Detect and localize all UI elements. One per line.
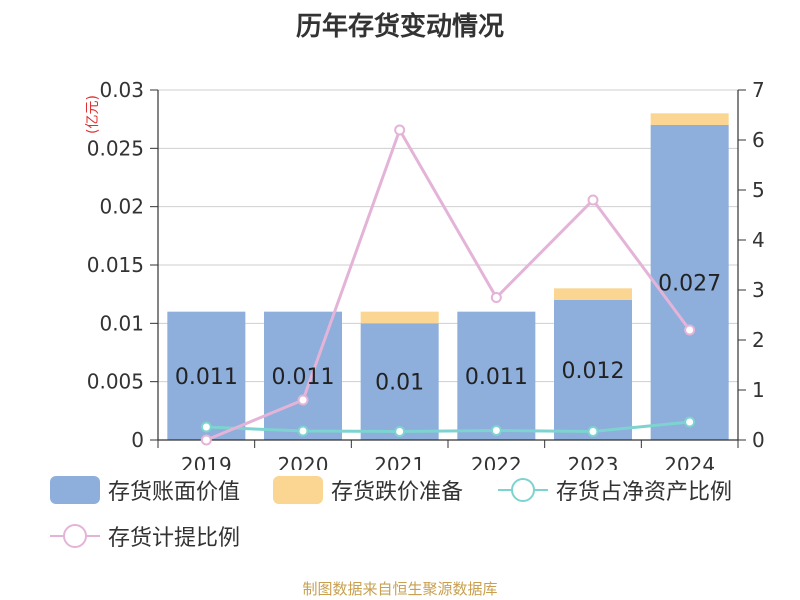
bar-impairment: [650, 113, 729, 125]
right-axis-tick-label: 6: [752, 128, 765, 152]
legend-swatch-impairment: [273, 476, 323, 504]
legend-label-provision-ratio: 存货计提比例: [108, 526, 241, 551]
left-axis-tick-label: 0.01: [99, 311, 144, 335]
point-net-asset-ratio: [684, 416, 696, 428]
left-axis-tick-label: 0.005: [87, 370, 144, 394]
point-provision-ratio: [394, 124, 406, 136]
legend-label-book-value: 存货账面价值: [108, 480, 241, 505]
legend-item-provision-ratio[interactable]: 存货计提比例: [50, 514, 240, 558]
inventory-chart: 0 0.005 0.01 0.015 0.02 0.025 0.03 0 1 2 3 4 5 6 7 2019…: [87, 78, 765, 470]
x-axis-tick-label: 2021: [374, 453, 425, 470]
bar-book-value: [554, 300, 632, 440]
data-label-book-value: 0.01: [375, 371, 424, 396]
x-axis-tick-label: 2019: [181, 453, 232, 470]
legend-label-net-asset-ratio: 存货占净资产比例: [556, 480, 733, 505]
right-axis-tick-label: 5: [752, 178, 765, 202]
source-note: 制图数据来自恒生聚源数据库: [302, 580, 498, 598]
data-label-book-value: 0.011: [175, 365, 238, 390]
x-axis-tick-label: 2023: [568, 453, 619, 470]
legend-item-book-value[interactable]: 存货账面价值: [50, 468, 240, 512]
point-net-asset-ratio: [297, 425, 309, 437]
left-axis-tick-label: 0: [131, 428, 144, 452]
right-axis-tick-label: 0: [752, 428, 765, 452]
bar-impairment: [360, 311, 439, 324]
legend-label-impairment: 存货跌价准备: [331, 480, 464, 505]
chart-title: 历年存货变动情况: [295, 12, 504, 42]
data-label-book-value: 0.027: [658, 272, 721, 297]
right-axis-tick-label: 7: [752, 78, 765, 102]
series-line-provision-ratio: [205, 126, 691, 442]
point-provision-ratio: [200, 434, 212, 446]
point-net-asset-ratio: [587, 426, 599, 437]
right-axis-tick-label: 2: [752, 328, 765, 352]
data-label-book-value: 0.011: [272, 365, 335, 390]
data-label-book-value: 0.011: [465, 365, 528, 390]
point-net-asset-ratio: [490, 425, 502, 436]
x-axis-tick-label: 2024: [664, 453, 715, 470]
right-axis-tick-label: 4: [752, 228, 765, 252]
right-axis-tick-label: 1: [752, 378, 765, 402]
left-axis-tick-label: 0.03: [99, 78, 144, 102]
point-provision-ratio: [684, 324, 696, 336]
legend: 存货账面价值 存货跌价准备 存货占净资产比例 存货计提比例: [0, 468, 800, 568]
point-provision-ratio: [490, 292, 502, 303]
legend-swatch-provision-ratio: [50, 522, 100, 550]
x-axis-tick-label: 2022: [471, 453, 522, 470]
data-label-book-value: 0.012: [562, 359, 625, 384]
point-provision-ratio: [587, 194, 599, 206]
left-axis-tick-label: 0.02: [99, 195, 144, 219]
left-axis-tick-label: 0.015: [87, 253, 144, 277]
legend-swatch-net-asset-ratio: [498, 476, 548, 504]
bar-impairment: [554, 288, 632, 300]
point-provision-ratio: [297, 394, 309, 406]
bar-book-value: [360, 323, 439, 440]
legend-item-net-asset-ratio[interactable]: 存货占净资产比例: [498, 468, 732, 512]
bar-book-value: [457, 311, 536, 440]
point-net-asset-ratio: [200, 421, 212, 433]
left-axis-tick-label: 0.025: [87, 136, 144, 160]
bar-book-value: [264, 311, 342, 440]
point-net-asset-ratio: [394, 426, 406, 437]
series-line-net-asset-ratio: [206, 420, 690, 434]
bar-book-value: [650, 125, 729, 440]
legend-swatch-book-value: [50, 476, 100, 504]
legend-item-impairment[interactable]: 存货跌价准备: [273, 468, 463, 512]
bar-book-value: [167, 311, 246, 440]
right-axis-tick-label: 3: [752, 278, 765, 302]
x-axis-tick-label: 2020: [278, 453, 329, 470]
